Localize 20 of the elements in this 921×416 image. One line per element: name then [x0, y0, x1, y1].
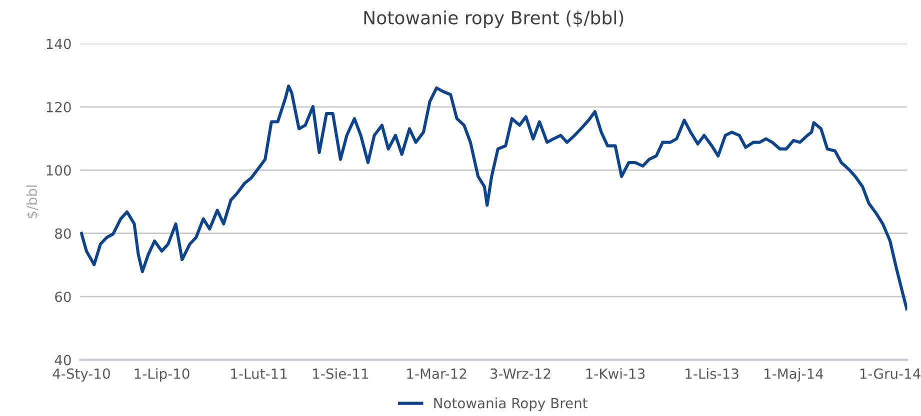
y-tick-label: 80 — [55, 228, 71, 239]
chart-title: Notowanie ropy Brent ($/bbl) — [364, 10, 624, 28]
y-tick-label: 120 — [46, 102, 71, 112]
x-tick-label: 4-Sty-10 — [52, 368, 110, 382]
x-tick-label: 3-Wrz-12 — [490, 368, 550, 379]
y-tick-label: 140 — [46, 38, 71, 50]
x-tick-label: 1-Sie-11 — [313, 368, 368, 379]
legend-label: Notowania Ropy Brent — [434, 398, 588, 412]
x-tick-label: 1-Lip-10 — [134, 368, 190, 382]
x-tick-label: 1-Mar-12 — [407, 368, 466, 379]
y-axis-title: $/bbl — [26, 186, 39, 218]
y-tick-label: 40 — [54, 354, 71, 366]
line-series — [80, 84, 908, 310]
x-tick-label: 1-Gru-14 — [860, 368, 920, 379]
x-tick-label: 1-Kwi-13 — [586, 368, 645, 379]
x-tick-label: 1-Lut-11 — [231, 368, 287, 379]
y-tick-label: 100 — [46, 165, 71, 176]
y-tick-label: 60 — [55, 292, 71, 302]
x-tick-label: 1-Maj-14 — [764, 368, 824, 382]
x-tick-label: 1-Lis-13 — [686, 368, 738, 379]
